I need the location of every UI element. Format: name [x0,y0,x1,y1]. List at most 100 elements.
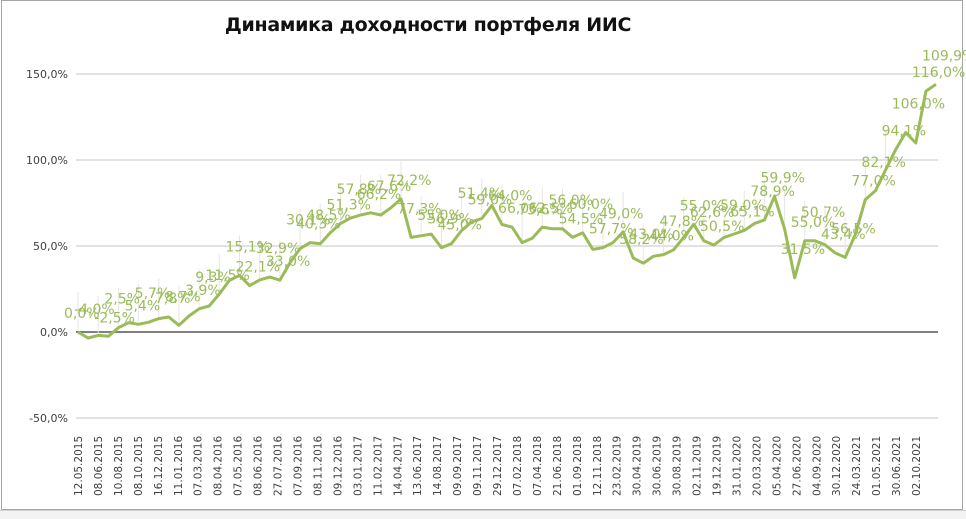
x-tick-label: 30.06.2021 [891,436,903,496]
x-tick-label: 08.06.2015 [93,436,105,496]
x-tick-label: 02.11.2019 [692,436,704,496]
y-tick-label: 0,0% [40,326,68,339]
x-tick-label: 01.05.2021 [871,436,883,496]
x-tick-label: 07.05.2016 [233,436,245,496]
data-label: 50,5% [700,219,744,235]
data-label: 66,2% [357,187,401,203]
x-tick-label: 27.06.2020 [791,436,803,496]
data-label: 5,7% [135,286,171,302]
x-tick-label: 20.03.2020 [751,436,763,496]
data-label: 77,0% [851,174,895,190]
data-label: 94,1% [882,124,926,140]
x-tick-label: 09.11.2017 [472,436,484,496]
data-label: 44,0% [649,229,693,245]
data-label: 2,5% [104,292,140,308]
data-label: 22,1% [236,260,280,276]
x-tick-label: 23.02.2019 [612,436,624,496]
data-label: 5,4% [125,298,161,314]
data-label: 65,1% [730,205,774,221]
data-label: 66,0% [498,201,542,217]
x-tick-label: 09.12.2016 [332,436,344,496]
data-label: -2,5% [94,310,135,326]
x-tick-label: 02.10.2021 [911,436,923,496]
y-tick-label: 150,0% [26,68,68,81]
data-label: 67,6% [367,179,411,195]
x-tick-label: 07.03.2016 [193,436,205,496]
data-label: 78,9% [750,184,794,200]
data-label: 33,0% [266,254,310,270]
x-tick-label: 08.06.2016 [253,436,265,496]
x-tick-label: 31.01.2020 [731,436,743,496]
data-label: 106,0% [892,96,945,112]
x-tick-label: 07.09.2016 [292,436,304,496]
data-label: 30,1% [286,213,330,229]
chart-frame [1,0,963,510]
x-tick-label: 27.07.2016 [273,436,285,496]
data-label: 55,0% [680,198,724,214]
data-label: 15,1% [226,239,270,255]
data-label: 72,2% [387,173,431,189]
data-label: 48,5% [306,208,350,224]
x-tick-label: 10.08.2015 [113,436,125,496]
x-tick-label: 24.03.2021 [851,436,863,496]
data-label: 56,5% [831,221,875,237]
x-tick-label: 03.01.2017 [352,436,364,496]
x-tick-label: 12.05.2015 [73,436,85,496]
data-label: 73,6% [518,202,562,218]
x-tick-label: 19.12.2019 [712,436,724,496]
data-label: 59,0% [468,192,512,208]
data-label: 56,0% [549,193,593,209]
x-tick-label: 11.02.2017 [372,436,384,496]
x-tick-label: 11.01.2016 [173,436,185,496]
data-label: 62,6% [690,205,734,221]
data-label: 59,0% [720,198,764,214]
x-tick-label: 30.12.2020 [831,436,843,496]
portfolio-return-line [77,83,937,340]
data-label: 55,0% [417,208,461,224]
x-tick-label: 08.04.2016 [213,436,225,496]
data-label: 116,0% [912,65,965,81]
x-tick-label: 30.04.2019 [632,436,644,496]
x-tick-label: 07.02.2018 [512,436,524,496]
data-label: 3,9% [185,283,221,299]
data-label: 62,5% [528,201,572,217]
data-label: 57,8% [337,182,381,198]
data-label: 77,3% [397,201,441,217]
data-label: 47,8% [660,214,704,230]
data-label: 64,0% [488,189,532,205]
data-label: 57,7% [589,222,633,238]
data-label: 60,0% [569,197,613,213]
data-label: 43,0% [629,227,673,243]
y-tick-label: -50,0% [29,412,68,425]
x-tick-label: 08.11.2016 [312,436,324,496]
data-label: 9,3% [195,270,231,286]
x-tick-label: 07.04.2018 [532,436,544,496]
data-label: 109,9% [922,48,966,64]
data-label: 43,4% [821,227,865,243]
data-label: 50,7% [801,205,845,221]
x-tick-label: 08.10.2015 [133,436,145,496]
data-label: 51,3% [326,198,370,214]
y-tick-label: 50,0% [33,240,68,253]
data-label: 31,5% [781,242,825,258]
data-label: 0,0% [64,306,100,322]
sheet-grid-strip [0,510,966,519]
x-tick-label: 21.06.2018 [552,436,564,496]
x-tick-label: 30.08.2019 [672,436,684,496]
x-tick-label: 14.08.2017 [432,436,444,496]
data-label: 8,7% [165,289,201,305]
data-label: 55,0% [791,215,835,231]
data-label: 82,1% [861,155,905,171]
x-tick-label: 09.09.2017 [452,436,464,496]
data-label: 59,9% [760,170,804,186]
x-tick-label: 16.12.2015 [153,436,165,496]
data-label: 32,9% [256,241,300,257]
x-tick-label: 05.04.2020 [771,436,783,496]
x-tick-label: 01.09.2018 [572,436,584,496]
data-label: 40,3% [296,217,340,233]
data-label: 45,0% [437,218,481,234]
data-label: 58,2% [619,232,663,248]
data-label: 11,5% [205,268,249,284]
data-label: 49,0% [599,207,643,223]
